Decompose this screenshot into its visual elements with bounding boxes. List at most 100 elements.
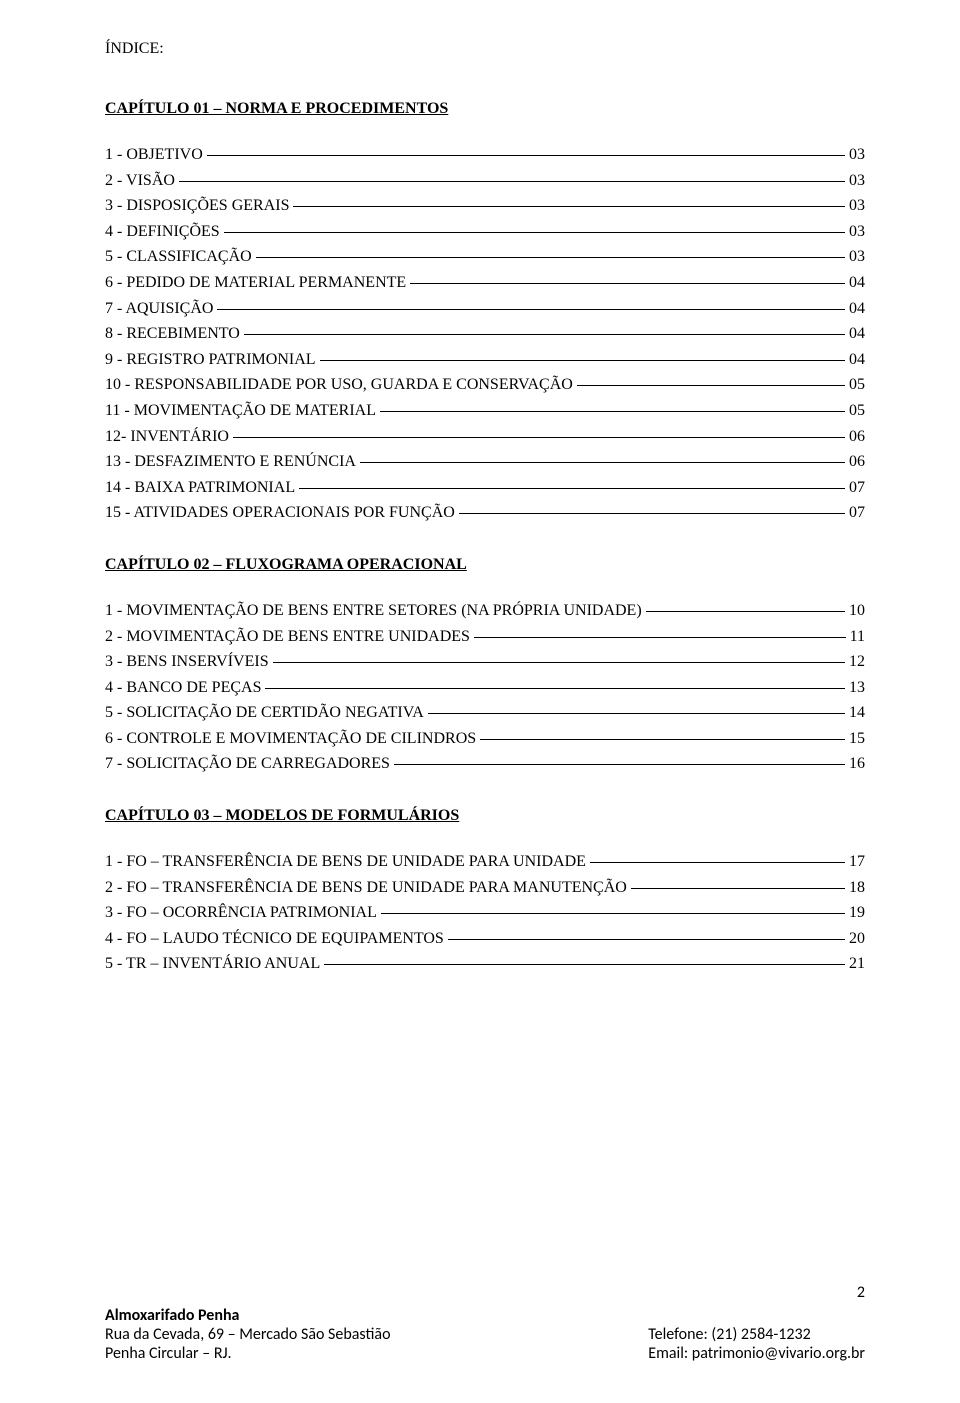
toc-label: 3 - FO – OCORRÊNCIA PATRIMONIAL [105,900,377,926]
toc-leader [380,411,845,412]
toc-row: 12- INVENTÁRIO06 [105,424,865,450]
toc-page-number: 03 [849,219,865,245]
toc-label: 10 - RESPONSABILIDADE POR USO, GUARDA E … [105,372,573,398]
toc-page-number: 03 [849,142,865,168]
toc-row: 6 - PEDIDO DE MATERIAL PERMANENTE04 [105,270,865,296]
footer-title: Almoxarifado Penha [105,1306,391,1325]
page-number: 2 [105,1283,865,1302]
toc-leader [299,488,845,489]
toc-label: 15 - ATIVIDADES OPERACIONAIS POR FUNÇÃO [105,500,455,526]
toc-leader [244,334,845,335]
toc-leader [293,206,845,207]
toc-row: 3 - FO – OCORRÊNCIA PATRIMONIAL 19 [105,900,865,926]
toc-leader [577,385,845,386]
toc-label: 4 - BANCO DE PEÇAS [105,675,261,701]
toc-row: 4 - FO – LAUDO TÉCNICO DE EQUIPAMENTOS 20 [105,926,865,952]
toc-row: 11 - MOVIMENTAÇÃO DE MATERIAL05 [105,398,865,424]
toc-row: 14 - BAIXA PATRIMONIAL 07 [105,475,865,501]
toc-leader [394,764,845,765]
toc-label: 3 - BENS INSERVÍVEIS [105,649,269,675]
footer-address-2: Penha Circular – RJ. [105,1344,391,1363]
toc-row: 1 - MOVIMENTAÇÃO DE BENS ENTRE SETORES (… [105,598,865,624]
toc-page-number: 03 [849,168,865,194]
toc-leader [265,688,845,689]
toc-leader [459,513,845,514]
chapter-3-title: CAPÍTULO 03 – MODELOS DE FORMULÁRIOS [105,807,865,825]
toc-leader [448,939,845,940]
toc-leader [410,283,845,284]
footer-email: Email: patrimonio@vivario.org.br [648,1344,865,1363]
toc-label: 1 - MOVIMENTAÇÃO DE BENS ENTRE SETORES (… [105,598,642,624]
toc-page-number: 15 [849,726,865,752]
toc-leader [381,913,845,914]
toc-row: 4 - BANCO DE PEÇAS 13 [105,675,865,701]
chapter-2-list: 1 - MOVIMENTAÇÃO DE BENS ENTRE SETORES (… [105,598,865,777]
toc-label: 4 - FO – LAUDO TÉCNICO DE EQUIPAMENTOS [105,926,444,952]
toc-row: 6 - CONTROLE E MOVIMENTAÇÃO DE CILINDROS… [105,726,865,752]
toc-row: 3 - DISPOSIÇÕES GERAIS03 [105,193,865,219]
toc-row: 10 - RESPONSABILIDADE POR USO, GUARDA E … [105,372,865,398]
toc-leader [233,437,845,438]
toc-label: 6 - CONTROLE E MOVIMENTAÇÃO DE CILINDROS [105,726,476,752]
toc-row: 1 - OBJETIVO03 [105,142,865,168]
toc-label: 2 - FO – TRANSFERÊNCIA DE BENS DE UNIDAD… [105,875,627,901]
footer-phone: Telefone: (21) 2584-1232 [648,1325,865,1344]
toc-row: 5 - CLASSIFICAÇÃO 03 [105,244,865,270]
toc-row: 5 - SOLICITAÇÃO DE CERTIDÃO NEGATIVA14 [105,700,865,726]
toc-leader [646,611,845,612]
toc-row: 4 - DEFINIÇÕES03 [105,219,865,245]
toc-page-number: 14 [849,700,865,726]
toc-page-number: 07 [849,475,865,501]
toc-page-number: 21 [849,951,865,977]
chapter-1-title: CAPÍTULO 01 – NORMA E PROCEDIMENTOS [105,100,865,118]
toc-leader [590,862,845,863]
chapter-2: CAPÍTULO 02 – FLUXOGRAMA OPERACIONAL 1 -… [105,556,865,777]
toc-row: 8 - RECEBIMENTO04 [105,321,865,347]
footer-address-1: Rua da Cevada, 69 – Mercado São Sebastiã… [105,1325,391,1344]
toc-label: 13 - DESFAZIMENTO E RENÚNCIA [105,449,356,475]
toc-row: 2 - MOVIMENTAÇÃO DE BENS ENTRE UNIDADES 1… [105,624,865,650]
toc-label: 7 - AQUISIÇÃO [105,296,213,322]
document-page: ÍNDICE: CAPÍTULO 01 – NORMA E PROCEDIMEN… [0,0,960,1403]
toc-page-number: 11 [850,624,865,650]
toc-page-number: 10 [849,598,865,624]
toc-page-number: 04 [849,347,865,373]
toc-page-number: 07 [849,500,865,526]
toc-page-number: 03 [849,244,865,270]
chapter-2-title: CAPÍTULO 02 – FLUXOGRAMA OPERACIONAL [105,556,865,574]
toc-label: 9 - REGISTRO PATRIMONIAL [105,347,316,373]
footer-right: Telefone: (21) 2584-1232 Email: patrimon… [648,1325,865,1363]
toc-leader [179,181,845,182]
toc-row: 5 - TR – INVENTÁRIO ANUAL 21 [105,951,865,977]
toc-label: 7 - SOLICITAÇÃO DE CARREGADORES [105,751,390,777]
toc-leader [428,713,845,714]
toc-leader [480,739,845,740]
toc-label: 11 - MOVIMENTAÇÃO DE MATERIAL [105,398,376,424]
toc-page-number: 20 [849,926,865,952]
chapter-1-list: 1 - OBJETIVO032 - VISÃO033 - DISPOSIÇÕES… [105,142,865,526]
toc-label: 1 - FO – TRANSFERÊNCIA DE BENS DE UNIDAD… [105,849,586,875]
toc-page-number: 13 [849,675,865,701]
toc-leader [217,309,845,310]
page-footer: 2 Almoxarifado Penha Rua da Cevada, 69 –… [105,1283,865,1363]
toc-row: 9 - REGISTRO PATRIMONIAL 04 [105,347,865,373]
toc-leader [256,257,845,258]
toc-label: 5 - CLASSIFICAÇÃO [105,244,252,270]
toc-page-number: 19 [849,900,865,926]
toc-label: 14 - BAIXA PATRIMONIAL [105,475,295,501]
toc-leader [320,360,845,361]
toc-label: 5 - TR – INVENTÁRIO ANUAL [105,951,320,977]
toc-page-number: 04 [849,270,865,296]
toc-row: 3 - BENS INSERVÍVEIS12 [105,649,865,675]
toc-leader [474,637,846,638]
toc-leader [360,462,845,463]
toc-row: 2 - VISÃO 03 [105,168,865,194]
toc-label: 2 - VISÃO [105,168,175,194]
toc-page-number: 18 [849,875,865,901]
toc-row: 7 - SOLICITAÇÃO DE CARREGADORES 16 [105,751,865,777]
chapter-3-list: 1 - FO – TRANSFERÊNCIA DE BENS DE UNIDAD… [105,849,865,977]
toc-page-number: 04 [849,296,865,322]
toc-label: 2 - MOVIMENTAÇÃO DE BENS ENTRE UNIDADES [105,624,470,650]
toc-page-number: 16 [849,751,865,777]
chapter-3: CAPÍTULO 03 – MODELOS DE FORMULÁRIOS 1 -… [105,807,865,977]
